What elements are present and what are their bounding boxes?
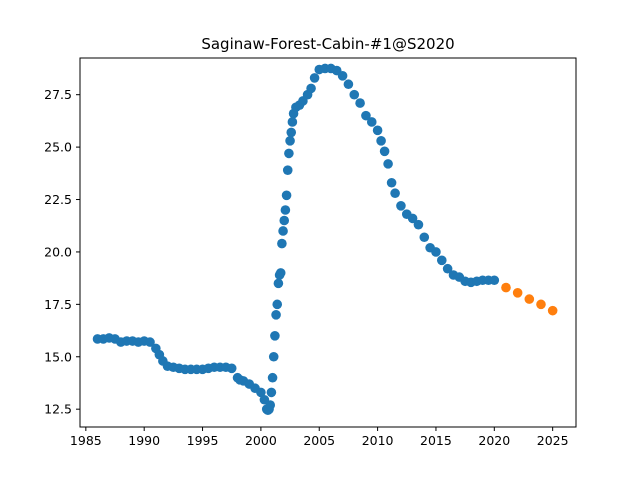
data-point-series-2: [512, 288, 523, 298]
x-tick-label: 1985: [70, 433, 102, 448]
data-point-series-1: [284, 148, 294, 159]
data-point-series-1: [383, 159, 393, 169]
x-tick-label: 1990: [128, 433, 160, 448]
x-tick-label: 2005: [303, 433, 335, 448]
data-point-series-1: [226, 363, 237, 374]
data-point-series-1: [379, 146, 390, 157]
x-tick-label: 2020: [478, 433, 510, 448]
x-axis: 1985 1990 1995 2000 2005 2010 2015 2020 2025: [70, 427, 569, 448]
data-point-series-1: [278, 226, 288, 236]
data-point-series-1: [419, 232, 430, 243]
y-tick-label: 17.5: [44, 297, 72, 312]
plot-frame: [79, 57, 577, 428]
y-tick-label: 25.0: [44, 140, 72, 155]
data-point-series-1: [306, 83, 316, 94]
data-point-series-1: [309, 73, 320, 83]
y-tick-label: 15.0: [44, 349, 72, 364]
data-point-series-1: [366, 117, 377, 127]
data-point-series-1: [489, 275, 500, 286]
data-point-series-1: [361, 110, 371, 121]
data-point-series-1: [145, 337, 155, 347]
data-point-series-1: [286, 127, 297, 138]
data-point-series-1: [390, 188, 400, 199]
y-tick-label: 22.5: [44, 192, 72, 207]
y-tick-label: 12.5: [44, 402, 72, 417]
data-point-series-1: [282, 165, 293, 175]
data-point-series-2: [501, 282, 511, 293]
data-point-series-2: [524, 294, 535, 304]
data-point-series-1: [436, 255, 447, 266]
y-axis: 12.5 15.0 17.5 20.0 22.5 25.0 27.5: [44, 87, 80, 417]
data-point-series-1: [280, 205, 291, 215]
data-point-series-1: [431, 247, 441, 257]
data-point-series-1: [285, 136, 295, 146]
data-point-series-1: [256, 387, 266, 398]
chart-title: Saginaw-Forest-Cabin-#1@S2020: [201, 35, 454, 53]
data-point-series-1: [271, 310, 281, 320]
data-point-series-1: [272, 299, 283, 310]
x-tick-label: 2025: [537, 433, 569, 448]
data-point-series-1: [266, 387, 277, 398]
data-point-series-1: [267, 372, 278, 383]
y-tick-label: 20.0: [44, 244, 72, 259]
x-tick-label: 2000: [245, 433, 277, 448]
data-point-series-2: [536, 299, 546, 310]
data-point-series-1: [343, 79, 354, 90]
data-point-series-1: [442, 263, 453, 274]
data-point-series-1: [413, 219, 424, 230]
data-point-series-1: [407, 213, 418, 224]
data-point-series-1: [337, 71, 348, 81]
data-point-series-1: [270, 331, 280, 341]
data-point-series-1: [281, 190, 292, 201]
y-tick-label: 27.5: [44, 87, 72, 102]
data-point-series-1: [279, 215, 290, 226]
data-point-series-1: [275, 268, 286, 278]
data-point-series-1: [265, 400, 276, 410]
data-point-series-1: [268, 351, 279, 362]
data-point-series-1: [349, 89, 360, 100]
data-point-series-2: [547, 305, 558, 316]
data-point-series-1: [386, 177, 397, 188]
data-point-series-1: [277, 238, 287, 249]
x-tick-label: 2010: [362, 433, 394, 448]
data-point-series-1: [355, 98, 365, 108]
x-tick-label: 1995: [187, 433, 219, 448]
data-point-series-1: [273, 278, 284, 289]
plot-area: [92, 63, 558, 416]
data-point-series-1: [396, 201, 406, 211]
data-point-series-1: [287, 117, 298, 127]
x-tick-label: 2015: [420, 433, 452, 448]
data-point-series-1: [376, 136, 386, 146]
data-point-series-1: [372, 125, 383, 136]
